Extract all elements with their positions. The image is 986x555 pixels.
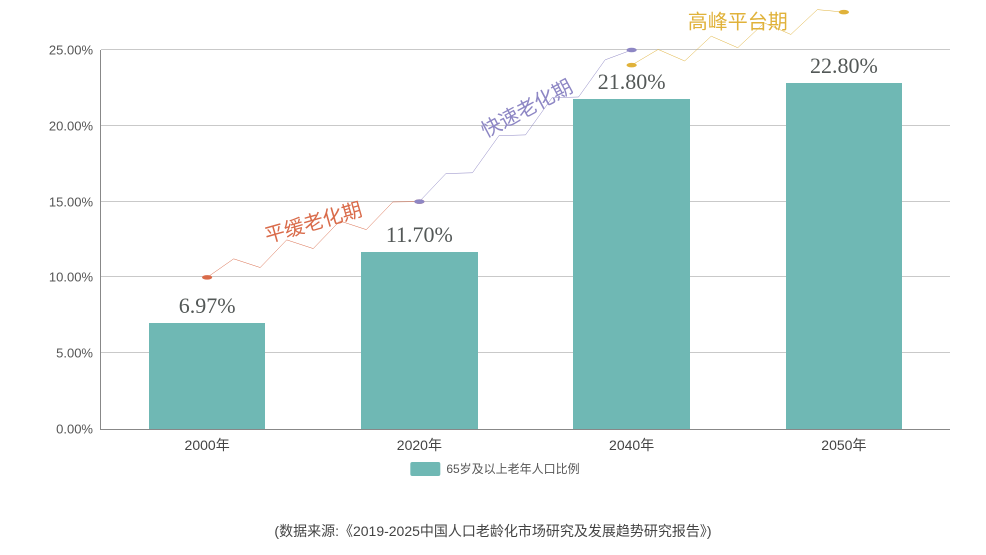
phase-label: 高峰平台期 [688,5,788,34]
y-tick-label: 15.00% [49,194,101,209]
y-tick-label: 25.00% [49,43,101,58]
y-tick-label: 10.00% [49,270,101,285]
legend: 65岁及以上老年人口比例 [410,460,579,477]
legend-swatch [410,462,440,476]
y-tick-label: 20.00% [49,118,101,133]
x-tick-label: 2020年 [397,429,442,455]
source-citation: (数据来源:《2019-2025中国人口老龄化市场研究及发展趋势研究报告》) [0,521,986,541]
y-tick-label: 0.00% [56,422,101,437]
legend-label: 65岁及以上老年人口比例 [446,460,579,477]
y-tick-label: 5.00% [56,346,101,361]
chart-container: 0.00%5.00%10.00%15.00%20.00%25.00%6.97%2… [30,10,960,495]
plot-area: 0.00%5.00%10.00%15.00%20.00%25.00%6.97%2… [100,50,950,430]
x-tick-label: 2040年 [609,429,654,455]
x-tick-label: 2000年 [185,429,230,455]
x-tick-label: 2050年 [821,429,866,455]
phase-zigzag [101,50,950,429]
